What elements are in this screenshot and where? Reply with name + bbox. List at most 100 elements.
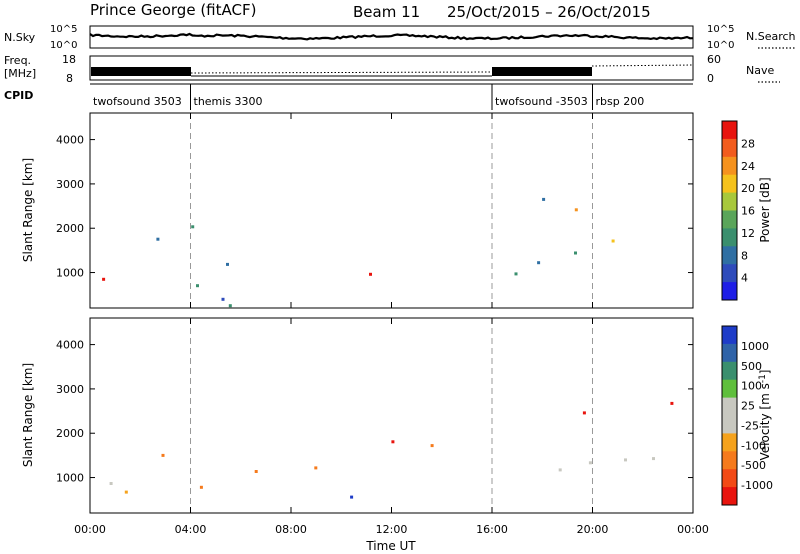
- range-cell: [514, 272, 518, 276]
- colorbar-swatch: [722, 415, 737, 434]
- range-cell: [430, 444, 434, 448]
- freq-block-2: [492, 67, 592, 76]
- nave-trace-2: [591, 64, 694, 67]
- range-cell: [254, 470, 258, 473]
- colorbar-tick-label: 25: [741, 400, 755, 413]
- colorbar-frame: [721, 325, 738, 506]
- range-cell: [369, 272, 372, 276]
- range-cell: [391, 440, 395, 444]
- range-cell: [221, 297, 225, 301]
- date-range: 25/Oct/2015 – 26/Oct/2015: [447, 3, 651, 21]
- range-cell: [102, 277, 106, 281]
- x-tick-label: 00:00: [74, 523, 106, 536]
- cpid-segment-label: rbsp 200: [596, 95, 645, 108]
- freq-right-tick-bottom: 0: [707, 72, 714, 85]
- colorbar-swatch: [722, 282, 737, 301]
- freq-strip: Freq. [MHz] 18 8 60 0 Nave: [4, 53, 780, 85]
- range-cell: [574, 251, 577, 255]
- colorbar-tick-label: 16: [741, 205, 755, 218]
- cpid-strip: CPID twofsound 3503 themis 3300 twofsound …: [4, 83, 693, 110]
- colorbar-swatch: [722, 246, 737, 265]
- freq-right-tick-top: 60: [707, 53, 721, 66]
- colorbar-swatch: [722, 343, 737, 363]
- velocity-data: [109, 318, 674, 513]
- x-axis-label: Time UT: [365, 539, 416, 553]
- range-cell: [582, 411, 586, 415]
- colorbar-swatch: [722, 326, 737, 345]
- nsky-left-tick-top: 10^5: [50, 24, 77, 35]
- colorbar-swatch: [722, 397, 737, 416]
- x-tick-label: 12:00: [376, 523, 408, 536]
- y-tick-label: 3000: [56, 178, 84, 191]
- freq-label: Freq.: [4, 54, 31, 67]
- y-tick-label: 2000: [56, 222, 84, 235]
- colorbar-swatch: [722, 451, 737, 470]
- power-colorbar-label: Power [dB]: [758, 177, 772, 242]
- station-title: Prince George (fitACF): [90, 1, 256, 19]
- freq-left-tick-top: 18: [62, 53, 76, 66]
- x-tick-label: 20:00: [577, 523, 609, 536]
- range-cell: [109, 482, 113, 485]
- colorbar-tick-label: 100: [741, 380, 762, 393]
- range-cell: [652, 457, 655, 461]
- nsky-label: N.Sky: [4, 31, 36, 44]
- range-cell: [537, 261, 541, 265]
- nsky-left-tick-bottom: 10^0: [50, 40, 77, 51]
- range-cell: [199, 485, 203, 489]
- range-cell: [161, 453, 165, 457]
- range-cell: [558, 468, 562, 472]
- range-cell: [191, 225, 195, 229]
- range-cell: [611, 239, 615, 243]
- freq-left-tick-bottom: 8: [66, 72, 73, 85]
- freq-block-1: [91, 67, 191, 76]
- colorbar-swatch: [722, 264, 737, 283]
- nave-label: Nave: [746, 64, 774, 77]
- y-tick-label: 2000: [56, 427, 84, 440]
- range-cell: [124, 490, 128, 494]
- velocity-colorbar-label: Velocity [m s-1]: [758, 370, 772, 461]
- x-tick-label: 04:00: [175, 523, 207, 536]
- colorbar-tick-label: -1000: [741, 479, 773, 492]
- range-cell: [542, 197, 546, 201]
- colorbar-swatch: [722, 487, 737, 506]
- nsky-frame: [89, 25, 694, 49]
- range-cell: [314, 466, 318, 470]
- colorbar-swatch: [722, 210, 737, 229]
- x-tick-label: 08:00: [275, 523, 307, 536]
- colorbar-swatch: [722, 156, 737, 176]
- colorbar-tick-label: 28: [741, 137, 755, 150]
- colorbar-tick-label: -500: [741, 459, 766, 472]
- colorbar-swatch: [722, 379, 737, 399]
- colorbar-swatch: [722, 121, 737, 140]
- power-plot-bg: [90, 113, 693, 308]
- nsky-right-tick-bottom: 10^0: [707, 40, 734, 51]
- nsky-trace: [89, 32, 694, 41]
- range-cell: [574, 208, 578, 212]
- range-cell: [588, 461, 592, 465]
- power-y-axis-label: Slant Range [km]: [21, 158, 35, 262]
- cpid-segment-label: twofsound -3503: [495, 95, 588, 108]
- power-data: [102, 113, 615, 308]
- colorbar-tick-label: -100: [741, 439, 766, 452]
- cpid-segment-label: twofsound 3503: [93, 95, 182, 108]
- range-cell: [196, 284, 199, 288]
- colorbar-tick-label: -25: [741, 419, 759, 432]
- power-panel: 1000 2000 3000 4000 Slant Range [km] 28 24 20…: [21, 112, 772, 309]
- range-cell: [226, 262, 229, 266]
- colorbar-tick-label: 20: [741, 182, 755, 195]
- colorbar-swatch: [722, 138, 737, 158]
- velocity-y-axis-label: Slant Range [km]: [21, 363, 35, 467]
- range-cell: [156, 237, 160, 241]
- y-tick-label: 4000: [56, 134, 84, 147]
- beam-label: Beam 11: [353, 3, 420, 21]
- colorbar-frame: [721, 120, 738, 301]
- y-tick-label: 1000: [56, 472, 84, 485]
- colorbar-swatch: [722, 174, 737, 194]
- y-tick-label: 3000: [56, 383, 84, 396]
- freq-unit-label: [MHz]: [4, 67, 36, 80]
- y-tick-label: 4000: [56, 339, 84, 352]
- colorbar-swatch: [722, 192, 737, 211]
- colorbar-tick-label: 500: [741, 360, 762, 373]
- nsky-strip: N.Sky 10^5 10^0 10^5 10^0 N.Search: [4, 24, 796, 51]
